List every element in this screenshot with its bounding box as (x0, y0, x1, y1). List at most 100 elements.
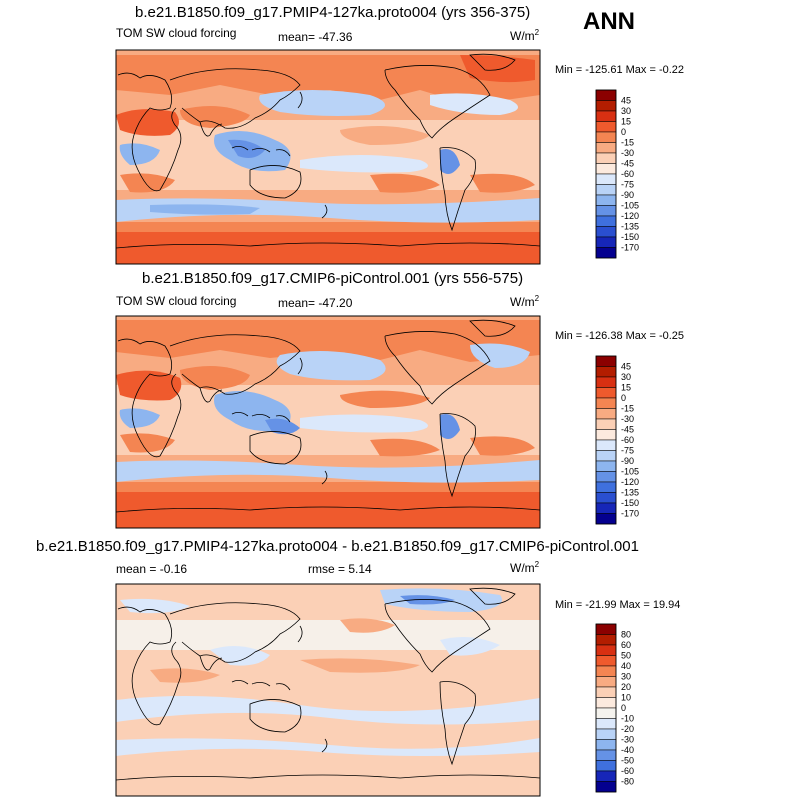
panel-2-title: b.e21.B1850.f09_g17.CMIP6-piControl.001 … (142, 270, 524, 287)
colorbar-3-box (595, 760, 617, 772)
colorbar-2-tick-label: 15 (621, 383, 631, 393)
colorbar-2-box (595, 355, 617, 367)
colorbar-3-tick-label: -10 (621, 714, 634, 724)
colorbar-1-tick-label: -75 (621, 180, 634, 190)
colorbar-1-frame (595, 89, 617, 259)
colorbar-2-box (595, 439, 617, 451)
colorbar-1-box (595, 89, 617, 101)
colorbar-2-box (595, 418, 617, 430)
colorbar-3-box (595, 697, 617, 709)
colorbar-3-tick-label: 40 (621, 661, 631, 671)
coastlines-1 (116, 53, 540, 249)
colorbar-2-box (595, 492, 617, 504)
colorbar-3-box (595, 707, 617, 719)
map-panel-3 (116, 584, 540, 796)
panel-2-mean: mean= -47.20 (278, 296, 353, 310)
colorbar-2-tick-label: -75 (621, 446, 634, 456)
colorbar-2-tick-label: 45 (621, 362, 631, 372)
colorbar-2-box (595, 513, 617, 525)
colorbar-3-tick-label: -80 (621, 777, 634, 787)
colorbar-2-box (595, 450, 617, 462)
colorbar-1-box (595, 121, 617, 133)
colorbar-1-box (595, 215, 617, 227)
colorbar-3-box (595, 718, 617, 730)
panel-2-minmax: Min = -126.38 Max = -0.25 (555, 330, 685, 342)
colorbar-2-tick-label: -170 (621, 509, 639, 519)
colorbar-1-tick-label: -45 (621, 159, 634, 169)
colorbar-3-box (595, 644, 617, 656)
colorbar-2-box (595, 387, 617, 399)
colorbar-3-frame (595, 623, 617, 793)
colorbar-3-tick-label: 80 (621, 630, 631, 640)
colorbar-1-box (595, 131, 617, 143)
colorbar-2-tick-label: -120 (621, 477, 639, 487)
colorbar-1-box (595, 100, 617, 112)
colorbar-3-tick-label: -40 (621, 745, 634, 755)
colorbar-3-box (595, 739, 617, 751)
panel-3-mean: mean = -0.16 (116, 562, 188, 576)
map-panel-2 (116, 316, 540, 528)
colorbar-2-tick-label: 0 (621, 393, 626, 403)
colorbar-2-box (595, 366, 617, 378)
colorbar-1-box (595, 142, 617, 154)
colorbar-2-box (595, 376, 617, 388)
colorbar-3-box (595, 781, 617, 793)
colorbar-3-tick-label: 0 (621, 703, 626, 713)
colorbar-3-tick-label: 10 (621, 693, 631, 703)
panel-3-units: W/m2 (510, 560, 540, 575)
colorbar-3-box (595, 770, 617, 782)
colorbar-2-tick-label: -105 (621, 467, 639, 477)
panel-2-units: W/m2 (510, 294, 540, 309)
colorbar-2-box (595, 408, 617, 420)
colorbar-3-tick-label: 60 (621, 640, 631, 650)
colorbar-2-box (595, 397, 617, 409)
colorbar-2-tick-label: -150 (621, 498, 639, 508)
colorbar-3-tick-label: -20 (621, 724, 634, 734)
colorbar-2-box (595, 460, 617, 472)
colorbar-1-tick-label: -170 (621, 243, 639, 253)
colorbar-1-box (595, 247, 617, 259)
colorbar-2-box (595, 471, 617, 483)
colorbar-1-tick-label: 15 (621, 117, 631, 127)
colorbar-3-box (595, 634, 617, 646)
colorbar-1-tick-label: 45 (621, 96, 631, 106)
coastlines-2 (116, 319, 540, 513)
colorbar-1-tick-label: -105 (621, 201, 639, 211)
colorbar-1-tick-label: -150 (621, 232, 639, 242)
colorbar-3-box (595, 686, 617, 698)
map-panel-1 (116, 50, 540, 264)
colorbar-1-box (595, 110, 617, 122)
colorbar-2-box (595, 502, 617, 514)
map-1-frame (115, 49, 541, 265)
map-2-frame (115, 315, 541, 529)
colorbar-3-box (595, 728, 617, 740)
colorbar-2-tick-label: -60 (621, 435, 634, 445)
map-3-frame (115, 583, 541, 797)
colorbar-1-box (595, 226, 617, 238)
colorbar-2-tick-label: 30 (621, 372, 631, 382)
colorbar-1-tick-label: -135 (621, 222, 639, 232)
colorbar-1-box (595, 173, 617, 185)
colorbar-1-box (595, 163, 617, 175)
coastlines-3 (116, 587, 540, 781)
panel-1-title: b.e21.B1850.f09_g17.PMIP4-127ka.proto004… (135, 4, 531, 21)
colorbar-2-tick-label: -15 (621, 404, 634, 414)
colorbar-2-tick-label: -90 (621, 456, 634, 466)
panel-1-units: W/m2 (510, 28, 540, 43)
colorbar-2-tick-label: -30 (621, 414, 634, 424)
colorbar-1-box (595, 152, 617, 164)
panel-1-minmax: Min = -125.61 Max = -0.22 (555, 64, 685, 76)
colorbar-3-tick-label: -30 (621, 735, 634, 745)
panel-1-mean: mean= -47.36 (278, 30, 353, 44)
colorbar-2-tick-label: -45 (621, 425, 634, 435)
colorbar-1-box (595, 184, 617, 196)
colorbar-3-tick-label: -50 (621, 756, 634, 766)
colorbar-3-box (595, 655, 617, 667)
colorbar-3-box (595, 623, 617, 635)
colorbar-3-tick-label: 50 (621, 651, 631, 661)
colorbar-3-box (595, 665, 617, 677)
colorbar-1-tick-label: -120 (621, 211, 639, 221)
colorbar-1-tick-label: -30 (621, 148, 634, 158)
colorbar-1-tick-label: -60 (621, 169, 634, 179)
